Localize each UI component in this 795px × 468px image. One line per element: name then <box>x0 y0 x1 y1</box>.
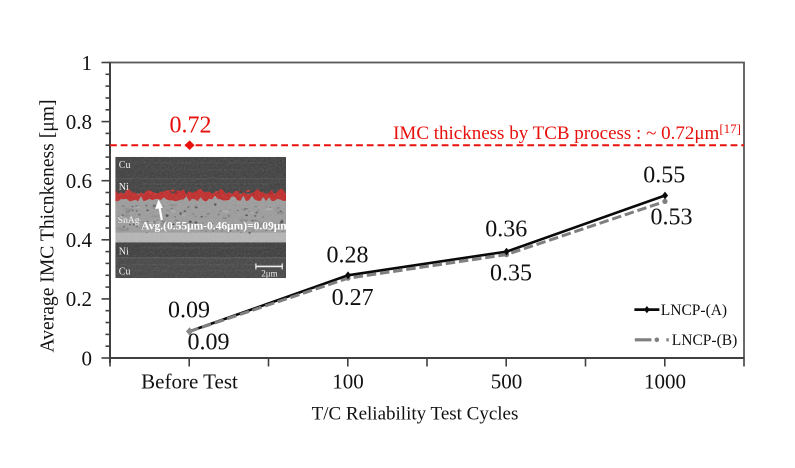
svg-text:0.36: 0.36 <box>485 217 527 243</box>
svg-text:Ni: Ni <box>119 182 129 193</box>
svg-text:0.6: 0.6 <box>66 169 92 193</box>
svg-text:0: 0 <box>82 346 93 370</box>
svg-text:0.28: 0.28 <box>327 243 369 269</box>
svg-text:LNCP-(A): LNCP-(A) <box>661 302 727 319</box>
svg-text:T/C Reliability Test Cycles: T/C Reliability Test Cycles <box>312 404 519 425</box>
svg-text:Avg.(0.55μm-0.46μm)=0.09μm: Avg.(0.55μm-0.46μm)=0.09μm <box>141 220 290 232</box>
svg-text:Cu: Cu <box>119 160 131 171</box>
svg-text:IMC thickness by TCB process :: IMC thickness by TCB process : ~ 0.72μm[… <box>393 121 741 144</box>
svg-text:0.09: 0.09 <box>188 330 230 356</box>
svg-text:2μm: 2μm <box>261 268 277 278</box>
svg-text:0.27: 0.27 <box>332 285 374 311</box>
svg-text:0.35: 0.35 <box>490 261 532 287</box>
svg-text:0.53: 0.53 <box>651 205 693 231</box>
svg-text:1000: 1000 <box>644 370 686 394</box>
svg-text:0.09: 0.09 <box>168 298 210 324</box>
svg-text:Ni: Ni <box>119 246 129 257</box>
svg-text:0.2: 0.2 <box>66 287 92 311</box>
svg-text:LNCP-(B): LNCP-(B) <box>672 332 737 349</box>
svg-text:0.4: 0.4 <box>66 228 93 252</box>
svg-text:0.55: 0.55 <box>643 163 685 189</box>
svg-text:Cu: Cu <box>119 266 131 277</box>
svg-text:Average IMC Thicnkeness [μm]: Average IMC Thicnkeness [μm] <box>38 100 59 353</box>
svg-text:SnAg: SnAg <box>118 216 140 226</box>
svg-text:500: 500 <box>491 370 523 394</box>
svg-text:1: 1 <box>82 51 93 75</box>
svg-text:100: 100 <box>332 370 364 394</box>
svg-text:0.72: 0.72 <box>170 113 212 139</box>
svg-text:Before Test: Before Test <box>141 370 238 394</box>
svg-text:0.8: 0.8 <box>66 110 92 134</box>
